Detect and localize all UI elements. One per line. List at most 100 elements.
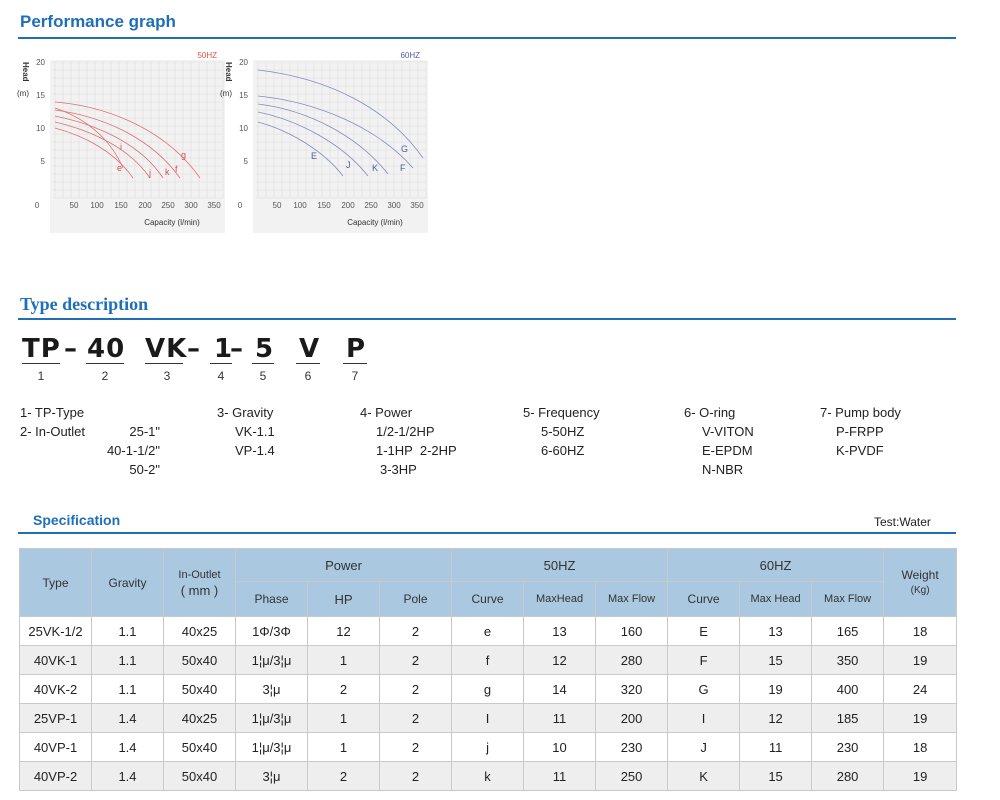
- cell-gravity: 1.4: [91, 703, 164, 733]
- code-underline: [145, 363, 183, 364]
- cell-pole: 2: [378, 616, 453, 646]
- table-row: 40VK-1 1.1 50x40 1¦μ/3¦μ 1 2 f 12 280 F 15 350 19: [19, 645, 958, 675]
- performance-graph-title: Performance graph: [20, 12, 176, 31]
- chart-freq-label: 50HZ: [197, 51, 217, 60]
- cell-pole: 2: [378, 761, 453, 791]
- header-maxflow-50: Max Flow: [595, 581, 669, 617]
- cell-inoutlet: 50x40: [163, 761, 236, 791]
- cell-maxhead-60: 11: [739, 732, 813, 762]
- curve-line: [257, 121, 344, 177]
- curve-label: E: [311, 151, 317, 161]
- y-axis-unit: (m): [17, 89, 29, 98]
- header-inoutlet-line2: ( mm ): [180, 582, 219, 598]
- legend-gravity: 3- Gravity VK-1.1 VP-1.4: [217, 403, 275, 460]
- cell-curve-50: j: [451, 732, 525, 762]
- header-hp: HP: [307, 581, 380, 617]
- y-tick: 10: [239, 124, 248, 133]
- specification-table: Type Gravity In-Outlet ( mm ) Power 50HZ…: [19, 548, 958, 791]
- x-tick: 250: [161, 201, 175, 210]
- cell-maxhead-50: 14: [523, 674, 597, 704]
- cell-maxflow-60: 280: [811, 761, 885, 791]
- y-axis-unit: (m): [220, 89, 232, 98]
- cell-maxhead-60: 19: [739, 674, 813, 704]
- cell-maxflow-50: 230: [595, 732, 669, 762]
- header-maxhead-60: Max Head: [739, 581, 813, 617]
- cell-hp: 1: [307, 645, 380, 675]
- legend-type-inoutlet: 1- TP-Type 2- In-Outlet: [20, 403, 85, 441]
- code-underline: [343, 363, 367, 364]
- cell-phase: 3¦μ: [235, 674, 308, 704]
- chart-curves: [54, 101, 201, 179]
- cell-weight: 19: [883, 645, 958, 675]
- y-tick: 10: [36, 124, 45, 133]
- x-tick: 350: [207, 201, 221, 210]
- header-curve-50: Curve: [451, 581, 525, 617]
- x-tick: 100: [90, 201, 104, 210]
- header-power: Power: [234, 548, 453, 582]
- y-tick: 20: [239, 58, 248, 67]
- code-number: 6: [304, 369, 312, 383]
- code-underline: [210, 363, 232, 364]
- cell-hp: 12: [307, 616, 380, 646]
- cell-maxflow-50: 160: [595, 616, 669, 646]
- legend-line: 5-50HZ: [541, 424, 585, 439]
- cell-hp: 1: [307, 732, 380, 762]
- cell-inoutlet: 40x25: [163, 703, 236, 733]
- code-dash: –: [230, 334, 244, 364]
- x-tick: 50: [70, 201, 79, 210]
- cell-curve-60: G: [667, 674, 741, 704]
- legend-pump-body: 7- Pump body P-FRPP K-PVDF: [820, 403, 901, 460]
- x-tick: 200: [138, 201, 152, 210]
- header-maxflow-60: Max Flow: [811, 581, 885, 617]
- code-segment-4: 1: [214, 334, 234, 364]
- cell-hp: 2: [307, 761, 380, 791]
- legend-line: 4- Power: [360, 405, 413, 420]
- cell-maxhead-50: 13: [523, 616, 597, 646]
- x-tick: 50: [273, 201, 282, 210]
- legend-line: E-EPDM: [702, 443, 753, 458]
- curve-line: [54, 121, 151, 179]
- cell-inoutlet: 50x40: [163, 674, 236, 704]
- curve-line: [54, 109, 181, 179]
- code-number: 2: [101, 369, 109, 383]
- code-number: 7: [351, 369, 359, 383]
- legend-line: VK-1.1: [235, 424, 275, 439]
- cell-phase: 1¦μ/3¦μ: [235, 645, 308, 675]
- header-gravity: Gravity: [91, 548, 164, 617]
- curve-label: e: [117, 163, 122, 173]
- legend-line: 2- In-Outlet: [20, 424, 86, 439]
- legend-frequency: 5- Frequency 5-50HZ 6-60HZ: [523, 403, 600, 460]
- cell-type: 25VK-1/2: [19, 616, 92, 646]
- y-tick: 20: [36, 58, 45, 67]
- cell-maxflow-50: 250: [595, 761, 669, 791]
- table-row: 40VP-2 1.4 50x40 3¦μ 2 2 k 11 250 K 15 280 19: [19, 761, 958, 791]
- header-50hz: 50HZ: [451, 548, 669, 582]
- y-tick: 5: [41, 157, 46, 166]
- curve-label: J: [346, 160, 351, 170]
- legend-line: 25-1": [129, 424, 160, 439]
- cell-type: 40VP-2: [19, 761, 92, 791]
- cell-gravity: 1.1: [91, 674, 164, 704]
- cell-gravity: 1.4: [91, 761, 164, 791]
- curve-line: [54, 107, 124, 169]
- legend-line: 1-1HP 2-2HP: [376, 443, 457, 458]
- legend-line: 40-1-1/2": [106, 443, 160, 458]
- header-maxhead-50: MaxHead: [523, 581, 597, 617]
- table-row: 25VP-1 1.4 40x25 1¦μ/3¦μ 1 2 I 11 200 I 12 185 19: [19, 703, 958, 733]
- cell-type: 40VP-1: [19, 732, 92, 762]
- chart-curves: [257, 69, 424, 177]
- y-tick: 5: [244, 157, 249, 166]
- curve-label: f: [175, 164, 178, 174]
- x-tick: 300: [184, 201, 198, 210]
- cell-pole: 2: [378, 674, 453, 704]
- performance-chart-50hz: 50HZ Head (m) 20 15 10 5 0 50 100 150 20…: [17, 51, 225, 233]
- legend-line: 5- Frequency: [523, 405, 600, 420]
- legend-line: 3-3HP: [380, 462, 417, 477]
- cell-maxhead-60: 15: [739, 645, 813, 675]
- table-row: 40VP-1 1.4 50x40 1¦μ/3¦μ 1 2 j 10 230 J 11 230 18: [19, 732, 958, 762]
- code-segment-3: VK: [145, 334, 188, 364]
- curve-label: k: [165, 167, 170, 177]
- performance-chart-60hz: 60HZ Head (m) 20 15 10 5 0 50 100 150 20…: [220, 51, 428, 233]
- legend-line: 6- O-ring: [684, 405, 736, 420]
- legend-power: 4- Power 1/2-1/2HP 1-1HP 2-2HP 3-3HP: [360, 403, 457, 479]
